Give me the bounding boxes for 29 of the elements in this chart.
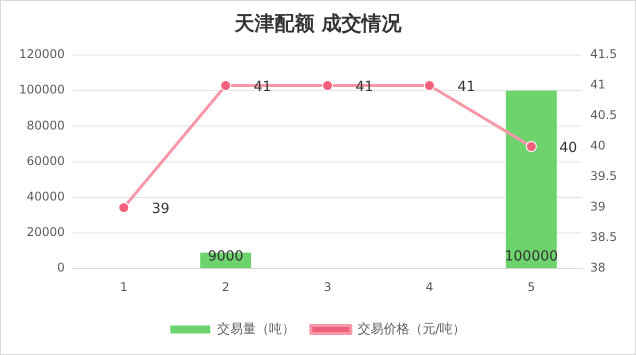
y2-tick-label: 40.5 [590, 108, 617, 122]
x-tick-label: 1 [120, 280, 128, 294]
data-label: 39 [152, 201, 170, 218]
y-tick-label: 100000 [18, 82, 65, 97]
data-label: 40 [559, 140, 578, 156]
y-tick-label: 60000 [26, 154, 65, 168]
y-tick-label: 20000 [26, 225, 65, 240]
data-label: 41 [254, 79, 272, 96]
y2-tick-label: 40 [590, 138, 606, 153]
y2-tick-label: 39.5 [590, 169, 617, 184]
y2-tick-label: 39 [590, 200, 606, 214]
legend-label: 交易量（吨） [216, 320, 295, 337]
y-tick-label: 0 [57, 260, 65, 275]
y2-tick-label: 38 [590, 260, 606, 275]
x-tick-label: 3 [324, 280, 332, 294]
chart-title: 天津配额 成交情况 [234, 11, 402, 36]
data-label: 9000 [208, 248, 244, 265]
y-tick-label: 40000 [26, 190, 65, 204]
y2-tick-label: 41 [590, 78, 606, 92]
x-tick-label: 5 [528, 280, 536, 294]
data-label: 41 [356, 79, 374, 96]
legend-label: 交易价格（元/吨） [357, 320, 466, 337]
x-tick-label: 4 [426, 280, 434, 294]
y-tick-label: 120000 [18, 47, 65, 62]
data-label: 41 [457, 79, 476, 96]
x-tick-label: 2 [222, 280, 230, 294]
y-tick-label: 80000 [26, 118, 65, 132]
y2-tick-label: 38.5 [590, 230, 617, 244]
y2-tick-label: 41.5 [590, 47, 617, 62]
